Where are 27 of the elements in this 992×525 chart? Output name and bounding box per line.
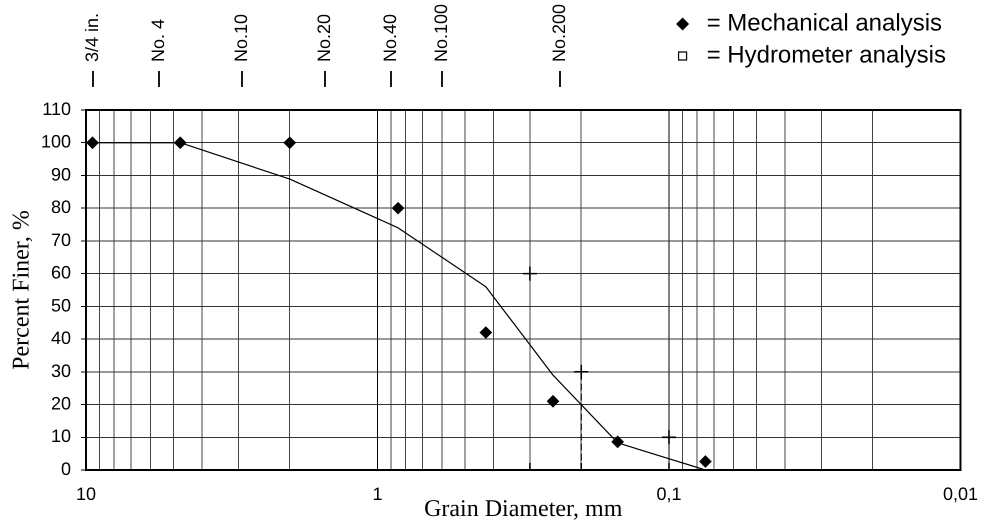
y-tick-label: 30 — [50, 360, 71, 381]
y-tick-label: 100 — [40, 132, 71, 152]
text: No.40 — [380, 14, 400, 62]
legend-label: = Hydrometer analysis — [706, 42, 946, 69]
y-tick-label: 110 — [42, 98, 71, 119]
y-axis-title: Percent Finer, % — [8, 210, 35, 370]
y-tick-label: 50 — [50, 295, 71, 316]
text: No.20 — [314, 14, 334, 62]
y-tick-label: 60 — [50, 262, 71, 283]
text: No.100 — [430, 4, 451, 62]
text: No. 4 — [148, 18, 168, 62]
x-tick-label: 10 — [76, 484, 96, 504]
y-tick-label: 70 — [50, 230, 71, 250]
legend-label: = Mechanical analysis — [706, 10, 942, 37]
y-tick-label: 40 — [50, 328, 71, 348]
y-tick-label: 80 — [50, 197, 71, 218]
y-tick-label: 0 — [60, 458, 71, 479]
y-tick-label: 20 — [50, 394, 71, 414]
x-tick-label: 0,1 — [656, 484, 682, 504]
text: 3/4 in. — [82, 12, 102, 62]
text: No.200 — [548, 4, 569, 62]
x-axis-title: Grain Diameter, mm — [424, 496, 623, 522]
x-tick-label: 1 — [372, 484, 382, 504]
y-tick-label: 10 — [50, 426, 71, 446]
y-tick-label: 90 — [50, 164, 71, 184]
x-tick-label: 0,01 — [942, 484, 978, 504]
text: No.10 — [230, 14, 251, 62]
